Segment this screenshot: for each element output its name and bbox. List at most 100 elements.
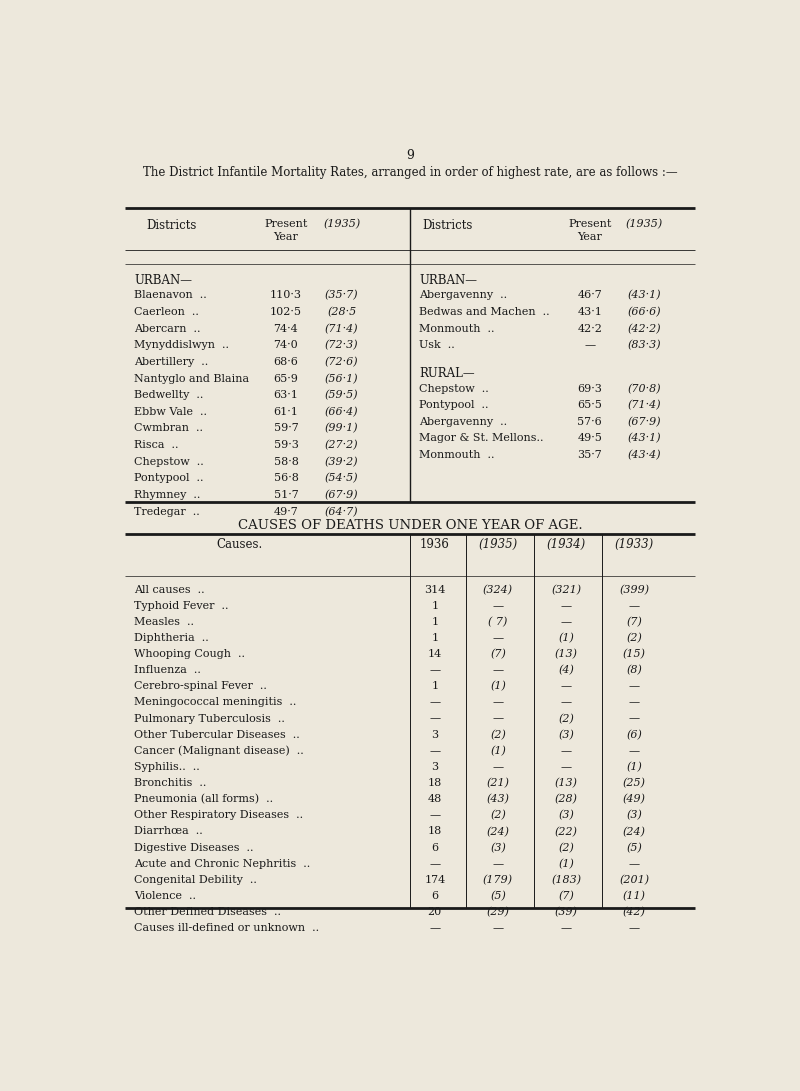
Text: (1): (1) bbox=[558, 633, 574, 644]
Text: —: — bbox=[584, 340, 595, 350]
Text: Monmouth  ..: Monmouth .. bbox=[419, 451, 494, 460]
Text: Caerleon  ..: Caerleon .. bbox=[134, 307, 199, 317]
Text: 1936: 1936 bbox=[420, 538, 450, 551]
Text: 102·5: 102·5 bbox=[270, 307, 302, 317]
Text: 6: 6 bbox=[431, 842, 438, 853]
Text: —: — bbox=[493, 923, 504, 933]
Text: (1934): (1934) bbox=[546, 538, 586, 551]
Text: 6: 6 bbox=[431, 891, 438, 901]
Text: Causes.: Causes. bbox=[216, 538, 262, 551]
Text: —: — bbox=[561, 746, 572, 756]
Text: (43·4): (43·4) bbox=[627, 451, 661, 460]
Text: Mynyddislwyn  ..: Mynyddislwyn .. bbox=[134, 340, 229, 350]
Text: Cerebro-spinal Fever  ..: Cerebro-spinal Fever .. bbox=[134, 682, 267, 692]
Text: Rhymney  ..: Rhymney .. bbox=[134, 490, 201, 500]
Text: (2): (2) bbox=[558, 842, 574, 853]
Text: (66·6): (66·6) bbox=[627, 307, 661, 317]
Text: (70·8): (70·8) bbox=[627, 384, 661, 394]
Text: Violence  ..: Violence .. bbox=[134, 891, 196, 901]
Text: 20: 20 bbox=[428, 907, 442, 918]
Text: Whooping Cough  ..: Whooping Cough .. bbox=[134, 649, 245, 659]
Text: (21): (21) bbox=[486, 778, 510, 789]
Text: (3): (3) bbox=[558, 730, 574, 740]
Text: Cwmbran  ..: Cwmbran .. bbox=[134, 423, 203, 433]
Text: 3: 3 bbox=[431, 762, 438, 772]
Text: 61·1: 61·1 bbox=[274, 407, 298, 417]
Text: 65·9: 65·9 bbox=[274, 373, 298, 384]
Text: —: — bbox=[561, 697, 572, 707]
Text: Typhoid Fever  ..: Typhoid Fever .. bbox=[134, 601, 229, 611]
Text: (6): (6) bbox=[626, 730, 642, 740]
Text: Bedwellty  ..: Bedwellty .. bbox=[134, 391, 203, 400]
Text: (56·1): (56·1) bbox=[325, 373, 358, 384]
Text: (72·3): (72·3) bbox=[325, 340, 358, 350]
Text: —: — bbox=[493, 859, 504, 868]
Text: (3): (3) bbox=[626, 811, 642, 820]
Text: Districts: Districts bbox=[146, 219, 197, 232]
Text: —: — bbox=[493, 714, 504, 723]
Text: (24): (24) bbox=[623, 827, 646, 837]
Text: Monmouth  ..: Monmouth .. bbox=[419, 324, 494, 334]
Text: URBAN—: URBAN— bbox=[419, 274, 478, 287]
Text: RURAL—: RURAL— bbox=[419, 367, 475, 380]
Text: 18: 18 bbox=[428, 778, 442, 788]
Text: —: — bbox=[629, 682, 640, 692]
Text: (5): (5) bbox=[626, 842, 642, 853]
Text: (2): (2) bbox=[490, 811, 506, 820]
Text: (42): (42) bbox=[623, 907, 646, 918]
Text: (39·2): (39·2) bbox=[325, 457, 358, 467]
Text: (2): (2) bbox=[626, 633, 642, 644]
Text: (99·1): (99·1) bbox=[325, 423, 358, 434]
Text: 74·0: 74·0 bbox=[274, 340, 298, 350]
Text: Tredegar  ..: Tredegar .. bbox=[134, 506, 200, 517]
Text: Meningococcal meningitis  ..: Meningococcal meningitis .. bbox=[134, 697, 297, 707]
Text: (1): (1) bbox=[490, 682, 506, 692]
Text: —: — bbox=[561, 601, 572, 611]
Text: 46·7: 46·7 bbox=[578, 290, 602, 300]
Text: (71·4): (71·4) bbox=[627, 400, 661, 410]
Text: Nantyglo and Blaina: Nantyglo and Blaina bbox=[134, 373, 250, 384]
Text: Abergavenny  ..: Abergavenny .. bbox=[419, 290, 507, 300]
Text: 56·8: 56·8 bbox=[274, 473, 298, 483]
Text: Abercarn  ..: Abercarn .. bbox=[134, 324, 201, 334]
Text: (11): (11) bbox=[623, 891, 646, 901]
Text: (5): (5) bbox=[490, 891, 506, 901]
Text: (43·1): (43·1) bbox=[627, 290, 661, 301]
Text: 110·3: 110·3 bbox=[270, 290, 302, 300]
Text: —: — bbox=[430, 746, 440, 756]
Text: (3): (3) bbox=[558, 811, 574, 820]
Text: 35·7: 35·7 bbox=[578, 451, 602, 460]
Text: (1933): (1933) bbox=[615, 538, 654, 551]
Text: Digestive Diseases  ..: Digestive Diseases .. bbox=[134, 842, 254, 853]
Text: (1): (1) bbox=[490, 746, 506, 756]
Text: (25): (25) bbox=[623, 778, 646, 789]
Text: (66·4): (66·4) bbox=[325, 407, 358, 417]
Text: (1935): (1935) bbox=[626, 219, 663, 229]
Text: ( 7): ( 7) bbox=[488, 616, 508, 627]
Text: Bedwas and Machen  ..: Bedwas and Machen .. bbox=[419, 307, 550, 317]
Text: (42·2): (42·2) bbox=[627, 324, 661, 334]
Text: (1): (1) bbox=[626, 762, 642, 772]
Text: 314: 314 bbox=[424, 585, 446, 595]
Text: —: — bbox=[561, 762, 572, 772]
Text: Risca  ..: Risca .. bbox=[134, 440, 178, 451]
Text: (7): (7) bbox=[558, 891, 574, 901]
Text: —: — bbox=[493, 666, 504, 675]
Text: —: — bbox=[629, 714, 640, 723]
Text: —: — bbox=[430, 666, 440, 675]
Text: (71·4): (71·4) bbox=[325, 324, 358, 334]
Text: (54·5): (54·5) bbox=[325, 473, 358, 483]
Text: Districts: Districts bbox=[422, 219, 472, 232]
Text: Diphtheria  ..: Diphtheria .. bbox=[134, 633, 209, 643]
Text: 48: 48 bbox=[428, 794, 442, 804]
Text: (321): (321) bbox=[551, 585, 582, 595]
Text: 1: 1 bbox=[431, 682, 438, 692]
Text: (1): (1) bbox=[558, 859, 574, 870]
Text: 1: 1 bbox=[431, 633, 438, 643]
Text: (399): (399) bbox=[619, 585, 650, 595]
Text: Abertillery  ..: Abertillery .. bbox=[134, 357, 208, 367]
Text: (24): (24) bbox=[486, 827, 510, 837]
Text: Bronchitis  ..: Bronchitis .. bbox=[134, 778, 206, 788]
Text: Abergavenny  ..: Abergavenny .. bbox=[419, 417, 507, 427]
Text: 9: 9 bbox=[406, 149, 414, 163]
